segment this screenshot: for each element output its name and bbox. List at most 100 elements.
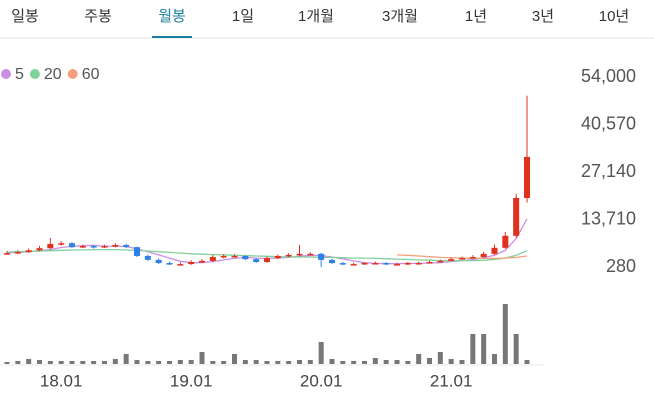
candle-body xyxy=(502,235,509,248)
volume-bar xyxy=(177,360,183,364)
tab[interactable]: 일봉 xyxy=(11,8,39,25)
volume-bar xyxy=(91,361,97,364)
tab[interactable]: 1년 xyxy=(465,8,487,25)
candle-body xyxy=(513,197,520,236)
candle-body xyxy=(404,263,411,265)
volume-bar xyxy=(145,361,151,364)
legend-marker xyxy=(29,69,40,79)
candle-body xyxy=(383,263,390,265)
candle-body xyxy=(285,254,292,257)
y-tick-label: 54,000 xyxy=(581,66,636,86)
candle-body xyxy=(329,259,335,264)
volume-bar xyxy=(416,354,422,364)
volume-bar xyxy=(394,360,400,364)
candle-body xyxy=(264,258,270,262)
y-tick-label: 13,710 xyxy=(581,208,636,228)
volume-bar xyxy=(329,359,335,364)
volume-bar xyxy=(134,360,140,364)
volume-bar xyxy=(232,354,237,364)
volume-bar xyxy=(37,360,42,364)
candle-body xyxy=(36,248,43,251)
legend-label: 20 xyxy=(44,66,62,83)
tab[interactable]: 3개월 xyxy=(382,8,418,25)
candle-body xyxy=(123,245,130,248)
legend-label: 60 xyxy=(82,66,100,83)
candle-body xyxy=(307,253,314,256)
candle-body xyxy=(166,263,173,265)
tab[interactable]: 1일 xyxy=(232,8,254,25)
active-tab-indicator xyxy=(152,36,192,38)
candle-body xyxy=(79,246,86,248)
candle-body xyxy=(4,253,10,255)
candle-body xyxy=(394,264,400,266)
candle-body xyxy=(253,259,260,262)
volume-bar xyxy=(15,361,21,364)
candle-body xyxy=(426,261,433,264)
volume-bar xyxy=(362,361,367,364)
volume-bar xyxy=(383,360,389,364)
legend-label: 5 xyxy=(15,66,24,83)
volume-bar xyxy=(58,361,64,364)
volume-bar xyxy=(221,361,227,364)
candle-body xyxy=(155,259,162,264)
y-tick-label: 280 xyxy=(606,256,636,276)
candle-body xyxy=(415,263,422,265)
volume-bar xyxy=(351,361,357,364)
volume-bar xyxy=(513,334,519,364)
x-tick-label: 21.01 xyxy=(430,371,473,390)
candle-body xyxy=(231,255,238,258)
volume-bar xyxy=(405,361,411,364)
volume-bar xyxy=(437,352,443,364)
candle-body xyxy=(188,261,195,265)
candle-body xyxy=(350,264,357,266)
candle-body xyxy=(220,255,227,258)
tab[interactable]: 주봉 xyxy=(84,8,112,25)
candle-body xyxy=(58,243,65,245)
candle-body xyxy=(47,243,54,249)
x-tick-label: 20.01 xyxy=(300,371,343,390)
volume-bar xyxy=(427,358,432,364)
volume-bar xyxy=(470,334,476,364)
candle-body xyxy=(524,156,530,198)
volume-bar xyxy=(492,354,497,364)
x-tick-label: 18.01 xyxy=(40,371,83,390)
volume-bar xyxy=(297,360,302,364)
candle-body xyxy=(134,247,140,256)
candle-body xyxy=(480,253,487,258)
candle-body xyxy=(448,259,455,261)
candle-body xyxy=(199,260,205,263)
candle-body xyxy=(274,255,281,259)
volume-bar xyxy=(4,362,10,364)
candle-body xyxy=(296,253,303,256)
volume-bar xyxy=(275,361,281,364)
volume-bar xyxy=(253,360,259,364)
tab[interactable]: 10년 xyxy=(599,8,630,25)
volume-bar xyxy=(524,360,530,364)
candle-body xyxy=(339,263,346,265)
volume-bar xyxy=(156,361,162,364)
volume-bar xyxy=(372,358,378,364)
volume-bar xyxy=(286,361,292,364)
candle-body xyxy=(318,253,325,260)
candle-body xyxy=(69,243,75,248)
x-tick-label: 19.01 xyxy=(170,371,213,390)
volume-bar xyxy=(199,352,205,364)
legend-marker xyxy=(67,69,78,79)
volume-bar xyxy=(26,359,32,364)
candle-body xyxy=(242,255,249,260)
candle-body xyxy=(459,258,465,260)
candle-body xyxy=(90,246,97,248)
candle-body xyxy=(469,257,476,259)
volume-bar xyxy=(502,304,508,364)
candle-body xyxy=(361,263,368,265)
tab[interactable]: 월봉 xyxy=(158,8,186,25)
tab[interactable]: 3년 xyxy=(532,8,554,25)
tab[interactable]: 1개월 xyxy=(298,8,334,25)
volume-bar xyxy=(80,361,86,364)
candle-body xyxy=(209,257,216,261)
volume-bar xyxy=(112,359,118,364)
legend-marker xyxy=(1,69,11,79)
y-tick-label: 27,140 xyxy=(581,161,636,181)
